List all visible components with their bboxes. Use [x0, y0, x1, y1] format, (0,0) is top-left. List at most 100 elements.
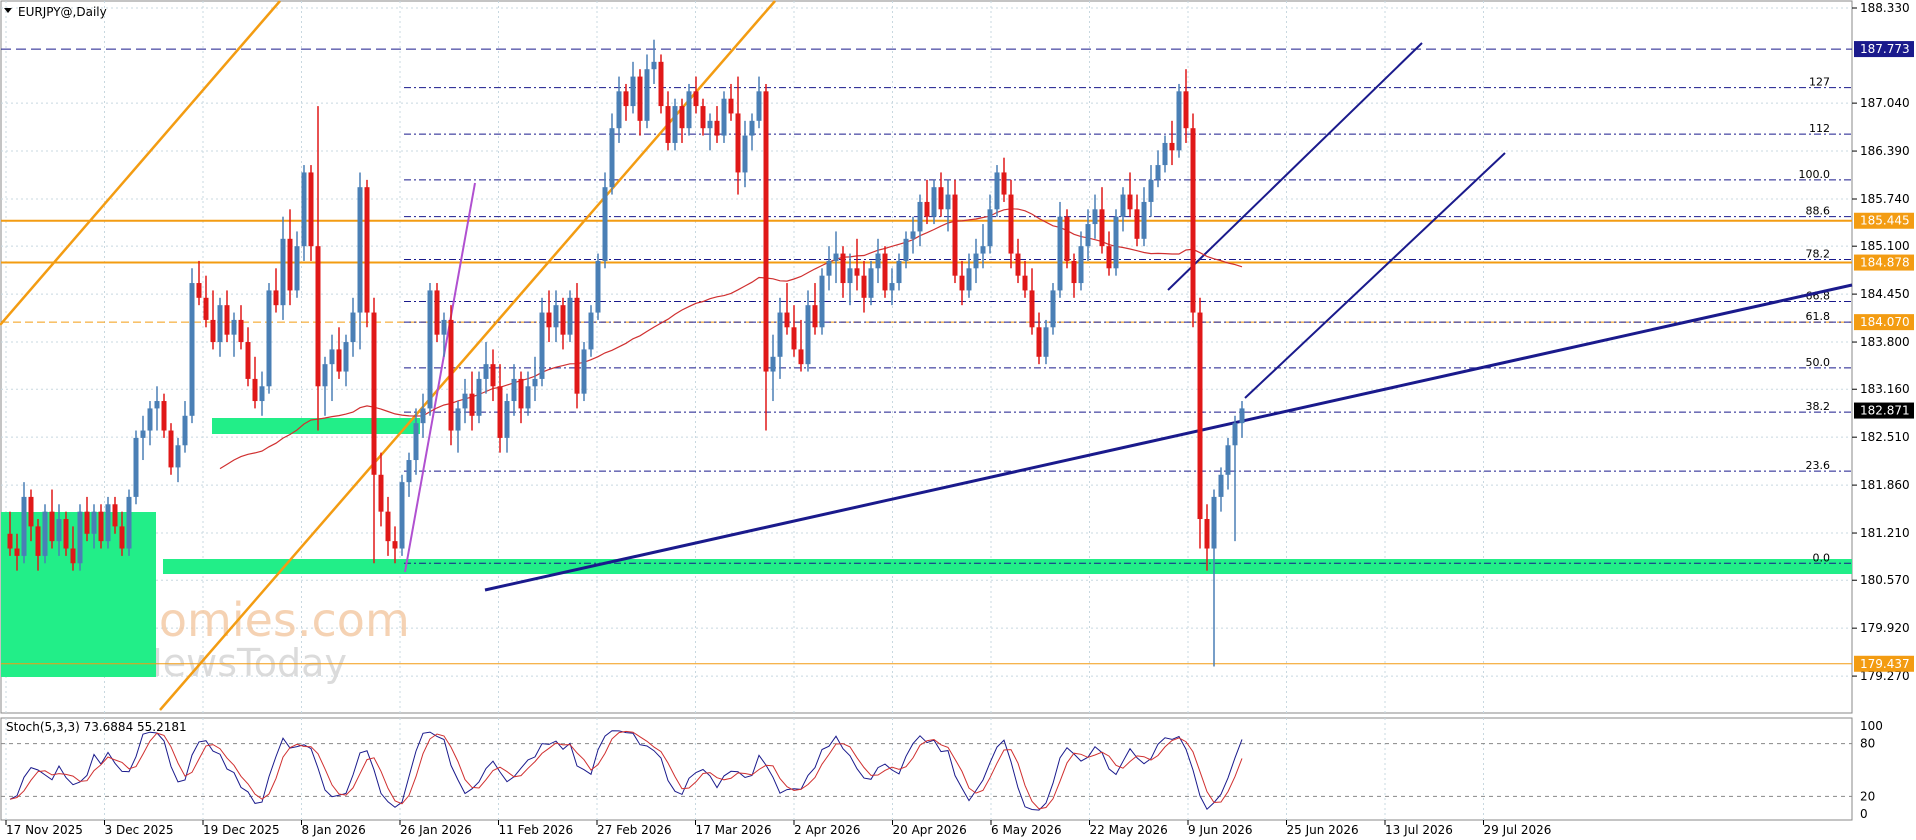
y-tick-label: 185.100	[1860, 239, 1910, 253]
collapse-triangle-icon[interactable]	[4, 8, 12, 13]
candle-body-bull	[21, 496, 27, 556]
candle-body-bear	[938, 187, 944, 210]
price-label-box	[1854, 254, 1914, 271]
x-tick-label: 26 Jan 2026	[400, 823, 472, 837]
fib-level-label: 78.2	[1806, 247, 1831, 260]
candle-body-bull	[231, 319, 237, 335]
candle-body-bear	[385, 511, 391, 542]
candle-body-bull	[966, 268, 972, 291]
candle-body-bull	[462, 393, 468, 409]
candle-body-bull	[1092, 209, 1098, 225]
y-tick-label: 185.740	[1860, 192, 1910, 206]
candle-body-bear	[252, 378, 258, 402]
y-tick-label: 188.330	[1860, 1, 1910, 15]
candle-body-bear	[714, 120, 720, 136]
candle-body-bull	[1113, 216, 1119, 269]
candle-body-bull	[819, 275, 825, 328]
candle-body-bull	[525, 386, 531, 409]
y-tick-label: 181.210	[1860, 526, 1910, 540]
x-tick-label: 3 Dec 2025	[105, 823, 174, 837]
price-label-text: 179.437	[1860, 657, 1910, 671]
candle-body-bear	[273, 290, 279, 306]
candle-body-bull	[721, 98, 727, 136]
price-label-box	[1854, 41, 1914, 58]
candle-body-bull	[1050, 290, 1056, 328]
candle-body-bull	[182, 415, 188, 446]
candle-body-bull	[644, 69, 650, 121]
y-tick-label: 179.920	[1860, 621, 1910, 635]
fib-level-label: 23.6	[1806, 459, 1831, 472]
candle-body-bear	[735, 113, 741, 173]
candle-body-bear	[392, 541, 398, 549]
candle-body-bear	[1015, 253, 1021, 276]
y-tick-label: 184.450	[1860, 287, 1910, 301]
candle-body-bear	[763, 91, 769, 372]
candle-body-bear	[1071, 260, 1077, 284]
candle-body-bear	[168, 430, 174, 468]
candle-body-bull	[805, 305, 811, 365]
price-labels: 187.773 185.445 184.878 184.070 182.871 179.4…	[1854, 41, 1914, 672]
candle-body-bear	[308, 172, 314, 247]
x-tick-label: 9 Jun 2026	[1188, 823, 1253, 837]
price-label-text: 185.445	[1860, 214, 1910, 228]
candle-body-bull	[868, 268, 874, 298]
candle-body-bear	[161, 401, 167, 431]
candle-body-bull	[847, 268, 853, 284]
candle-body-bull	[602, 187, 608, 261]
candle-body-bull	[406, 460, 412, 483]
stoch-scale-label: 80	[1860, 737, 1875, 751]
y-tick-label: 179.270	[1860, 669, 1910, 683]
candle-body-bull	[749, 120, 755, 136]
candle-body-bear	[637, 76, 643, 121]
y-tick-label: 183.160	[1860, 382, 1910, 396]
purple-impulse-line	[404, 182, 476, 573]
candle-body-bear	[700, 106, 706, 129]
candle-body-bull	[595, 260, 601, 313]
x-tick-label: 13 Jul 2026	[1385, 823, 1453, 837]
candle-body-bull	[427, 290, 433, 409]
candle-body-bear	[798, 349, 804, 365]
y-tick-label: 182.510	[1860, 430, 1910, 444]
candle-body-bull	[455, 408, 461, 431]
orange-channel-line-upper	[0, 0, 281, 326]
candle-body-bear	[14, 548, 20, 556]
moving-average	[219, 208, 1243, 470]
candle-body-bear	[1190, 128, 1196, 313]
candle-body-bear	[315, 246, 321, 387]
candle-body-bear	[784, 312, 790, 328]
stoch-k-line	[9, 730, 1243, 811]
candle-body-bear	[434, 290, 440, 335]
navy-channel-upper	[1167, 42, 1423, 291]
candle-body-bear	[1134, 209, 1140, 239]
candle-body-bear	[490, 364, 496, 387]
x-tick-label: 22 May 2026	[1090, 823, 1168, 837]
candle-body-bull	[1211, 496, 1217, 549]
candle-body-bull	[154, 401, 160, 409]
candle-body-bear	[112, 504, 118, 527]
candle-body-bull	[399, 482, 405, 549]
price-label-text: 184.070	[1860, 315, 1910, 329]
candle-body-bull	[777, 312, 783, 357]
candle-body-bull	[826, 260, 832, 276]
fib-level-label: 38.2	[1806, 400, 1831, 413]
candle-body-bear	[1106, 246, 1112, 269]
candle-body-bull	[1120, 194, 1126, 217]
price-axis: 188.330 187.040 186.390 185.740 185.100 184.4…	[1852, 1, 1910, 683]
fib-level-label: 112	[1809, 122, 1830, 135]
candle-body-bull	[756, 91, 762, 121]
candle-body-bull	[1148, 179, 1154, 202]
candle-body-bull	[742, 135, 748, 173]
candle-body-bull	[672, 106, 678, 143]
candle-body-bull	[175, 445, 181, 468]
fib-level-label: 88.6	[1806, 205, 1831, 218]
candle-body-bull	[294, 246, 300, 291]
candle-body-bull	[553, 305, 559, 328]
candle-body-bear	[1183, 91, 1189, 129]
candle-body-bear	[840, 253, 846, 284]
y-tick-label: 186.390	[1860, 144, 1910, 158]
candle-body-bear	[224, 305, 230, 335]
candle-body-bull	[1085, 224, 1091, 247]
green-zone-bar	[212, 418, 420, 434]
candle-body-bull	[987, 209, 993, 247]
